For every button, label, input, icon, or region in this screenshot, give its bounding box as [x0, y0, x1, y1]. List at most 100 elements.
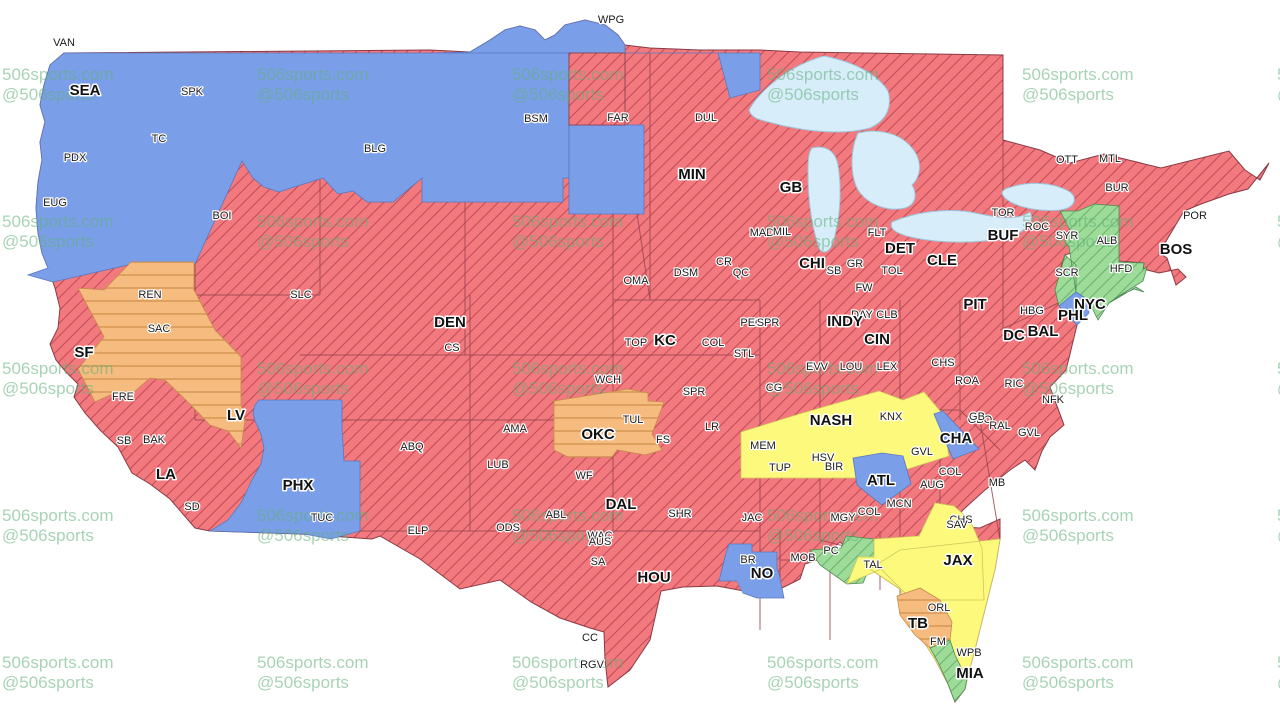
- svg-text:PHX: PHX: [283, 477, 314, 494]
- svg-text:DEN: DEN: [434, 314, 466, 331]
- svg-text:BOS: BOS: [1160, 241, 1193, 258]
- svg-text:PDX: PDX: [64, 152, 87, 164]
- svg-text:JAX: JAX: [943, 552, 972, 569]
- svg-text:BUR: BUR: [1105, 182, 1128, 194]
- svg-text:ALB: ALB: [1097, 235, 1118, 247]
- svg-text:SB: SB: [827, 265, 842, 277]
- svg-text:CR: CR: [716, 256, 732, 268]
- svg-text:JAC: JAC: [742, 512, 763, 524]
- svg-text:POR: POR: [1183, 210, 1207, 222]
- svg-text:SAC: SAC: [148, 323, 171, 335]
- svg-text:CHA: CHA: [940, 430, 973, 447]
- svg-text:TOP: TOP: [625, 337, 647, 349]
- svg-text:LOU: LOU: [840, 361, 863, 373]
- svg-text:COL: COL: [939, 466, 962, 478]
- svg-text:PC: PC: [823, 545, 838, 557]
- svg-text:LA: LA: [156, 466, 176, 483]
- svg-text:BAL: BAL: [1028, 323, 1059, 340]
- svg-text:FLT: FLT: [868, 227, 887, 239]
- svg-text:COL: COL: [702, 337, 725, 349]
- svg-text:FAR: FAR: [607, 112, 628, 124]
- svg-text:INDY: INDY: [827, 313, 863, 330]
- svg-text:BR: BR: [740, 554, 755, 566]
- svg-text:SHR: SHR: [668, 508, 691, 520]
- svg-text:DSM: DSM: [674, 267, 698, 279]
- svg-text:PHL: PHL: [1058, 307, 1088, 324]
- svg-text:SEA: SEA: [70, 82, 101, 99]
- svg-text:REN: REN: [138, 289, 161, 301]
- svg-text:MOB: MOB: [790, 552, 815, 564]
- svg-text:MIN: MIN: [678, 166, 706, 183]
- svg-text:SA: SA: [591, 556, 606, 568]
- svg-text:ROC: ROC: [1025, 221, 1050, 233]
- svg-text:AUS: AUS: [589, 536, 612, 548]
- svg-text:TOR: TOR: [991, 207, 1014, 219]
- svg-text:CHS: CHS: [931, 357, 954, 369]
- svg-text:SAV: SAV: [946, 519, 968, 531]
- svg-text:ORL: ORL: [928, 602, 951, 614]
- svg-text:EUG: EUG: [43, 197, 67, 209]
- svg-text:GR: GR: [847, 258, 864, 270]
- svg-text:FM: FM: [930, 636, 946, 648]
- svg-text:NFK: NFK: [1042, 394, 1065, 406]
- svg-text:NASH: NASH: [810, 412, 853, 429]
- svg-text:QC: QC: [733, 267, 750, 279]
- svg-text:GVL: GVL: [1018, 427, 1040, 439]
- svg-text:BAK: BAK: [143, 434, 166, 446]
- svg-text:FRE: FRE: [112, 391, 134, 403]
- svg-text:TUC: TUC: [311, 512, 334, 524]
- svg-text:OTT: OTT: [1056, 154, 1078, 166]
- svg-text:MTL: MTL: [1099, 153, 1121, 165]
- svg-text:WF: WF: [575, 470, 592, 482]
- svg-text:RGV: RGV: [580, 659, 605, 671]
- svg-text:MIA: MIA: [956, 665, 984, 682]
- svg-text:AUG: AUG: [920, 479, 944, 491]
- svg-text:TAL: TAL: [863, 559, 882, 571]
- svg-text:NO: NO: [751, 565, 774, 582]
- svg-text:SD: SD: [184, 501, 199, 513]
- svg-text:KC: KC: [654, 332, 676, 349]
- svg-text:TUL: TUL: [623, 414, 644, 426]
- svg-text:SPK: SPK: [181, 86, 204, 98]
- svg-text:WPG: WPG: [598, 14, 624, 26]
- svg-text:CLE: CLE: [927, 252, 957, 269]
- svg-text:GB: GB: [969, 411, 985, 423]
- svg-text:CHI: CHI: [799, 255, 825, 272]
- svg-text:ODS: ODS: [496, 522, 520, 534]
- svg-text:CS: CS: [444, 342, 459, 354]
- svg-text:ELP: ELP: [408, 525, 429, 537]
- svg-text:ROA: ROA: [955, 375, 980, 387]
- svg-text:LV: LV: [227, 407, 245, 424]
- svg-text:BSM: BSM: [524, 113, 548, 125]
- svg-text:RAL: RAL: [989, 420, 1010, 432]
- svg-text:WCH: WCH: [595, 374, 621, 386]
- svg-text:HSV: HSV: [812, 452, 835, 464]
- svg-text:TOL: TOL: [881, 265, 902, 277]
- svg-text:SPR: SPR: [757, 317, 780, 329]
- svg-text:MCN: MCN: [886, 498, 911, 510]
- svg-text:STL: STL: [734, 348, 754, 360]
- svg-text:KNX: KNX: [880, 411, 903, 423]
- svg-text:HFD: HFD: [1110, 263, 1133, 275]
- svg-text:CC: CC: [582, 632, 598, 644]
- svg-text:ABL: ABL: [546, 509, 567, 521]
- svg-text:MEM: MEM: [750, 440, 776, 452]
- svg-text:DUL: DUL: [695, 112, 717, 124]
- svg-text:GB: GB: [780, 179, 803, 196]
- svg-text:BOI: BOI: [213, 210, 232, 222]
- svg-text:COL: COL: [858, 506, 881, 518]
- svg-text:CIN: CIN: [864, 331, 890, 348]
- svg-text:LUB: LUB: [487, 459, 508, 471]
- svg-text:FS: FS: [656, 434, 670, 446]
- svg-text:VAN: VAN: [53, 37, 75, 49]
- svg-text:CLB: CLB: [876, 309, 897, 321]
- svg-text:BLG: BLG: [364, 143, 386, 155]
- svg-text:MAD: MAD: [750, 227, 775, 239]
- svg-text:OMA: OMA: [623, 275, 649, 287]
- svg-text:FW: FW: [855, 282, 873, 294]
- svg-text:OKC: OKC: [581, 426, 615, 443]
- svg-text:DAL: DAL: [606, 496, 637, 513]
- svg-text:SYR: SYR: [1056, 230, 1079, 242]
- svg-text:SPR: SPR: [683, 386, 706, 398]
- svg-text:TB: TB: [908, 615, 928, 632]
